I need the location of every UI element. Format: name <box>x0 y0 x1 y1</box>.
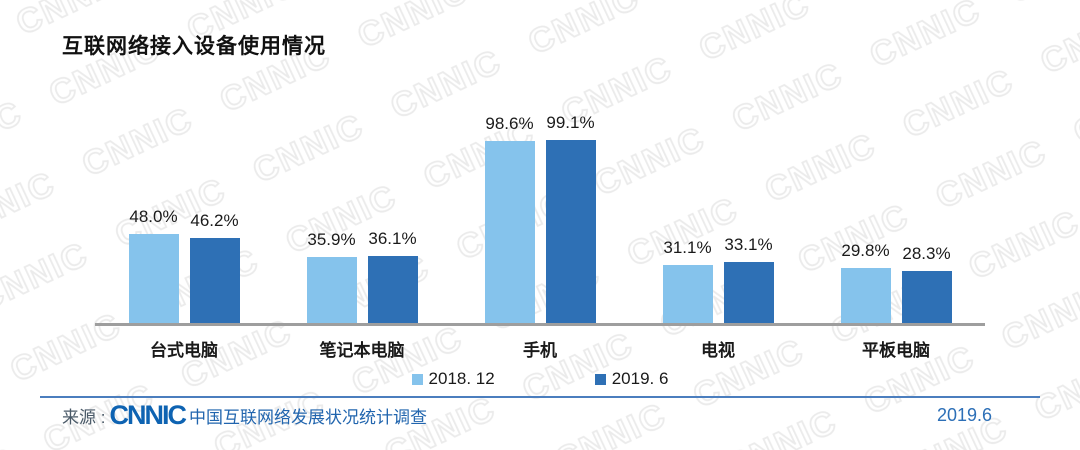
category-label: 电视 <box>701 341 735 360</box>
bar: 31.1% <box>662 238 713 323</box>
bar-value-label: 46.2% <box>190 211 239 230</box>
source-label: 来源 : <box>62 408 106 427</box>
bar-group: 48.0% 46.2% <box>95 130 273 323</box>
bar: 99.1% <box>545 113 596 323</box>
plot-area: 48.0% 46.2% 35.9% 36.1% 98.6% 99.1% 31.1% 33.1%… <box>95 113 985 326</box>
footer-divider <box>40 396 1040 398</box>
bar: 36.1% <box>367 229 418 323</box>
bar: 46.2% <box>189 211 240 323</box>
bar-value-label: 31.1% <box>663 238 712 257</box>
bar-value-label: 28.3% <box>902 244 951 263</box>
bar: 35.9% <box>306 230 357 323</box>
bar-value-label: 98.6% <box>485 114 534 133</box>
bar-value-label: 33.1% <box>724 235 773 254</box>
category-label: 台式电脑 <box>150 341 218 360</box>
category-row: 台式电脑 笔记本电脑 手机 电视 平板电脑 <box>95 336 985 361</box>
footer: 来源 : CNNIC 中国互联网络发展状况统计调查 2019.6 <box>62 402 992 429</box>
bar-value-label: 36.1% <box>368 229 417 248</box>
legend-swatch <box>411 373 423 385</box>
footer-date: 2019.6 <box>936 405 992 425</box>
bar: 33.1% <box>723 235 774 323</box>
bar-value-label: 29.8% <box>841 241 890 260</box>
bar: 48.0% <box>128 207 179 323</box>
bar-value-label: 48.0% <box>129 207 178 226</box>
bar-group: 98.6% 99.1% <box>451 113 629 323</box>
bar-group: 31.1% 33.1% <box>629 130 807 323</box>
legend-label: 2018. 12 <box>428 369 495 388</box>
legend-item: 2019. 6 <box>594 369 669 389</box>
bar-value-label: 99.1% <box>546 113 595 132</box>
category-label: 平板电脑 <box>862 341 930 360</box>
legend: 2018. 12 2019. 6 <box>0 369 1080 389</box>
legend-label: 2019. 6 <box>611 369 669 388</box>
bar: 98.6% <box>484 114 535 323</box>
category-label: 笔记本电脑 <box>319 341 405 360</box>
category-label: 手机 <box>523 341 557 360</box>
bar: 29.8% <box>840 241 891 323</box>
bar-group: 29.8% 28.3% <box>807 130 985 323</box>
bar-group: 35.9% 36.1% <box>273 130 451 323</box>
bar-value-label: 35.9% <box>307 230 356 249</box>
chart-title: 互联网络接入设备使用情况 <box>62 35 326 58</box>
cnnic-logo: CNNIC <box>109 400 186 430</box>
legend-swatch <box>594 373 606 385</box>
bar: 28.3% <box>901 244 952 323</box>
source-text: 中国互联网络发展状况统计调查 <box>188 408 427 427</box>
footer-source: 来源 : CNNIC 中国互联网络发展状况统计调查 <box>62 402 427 429</box>
legend-item: 2018. 12 <box>411 369 495 389</box>
